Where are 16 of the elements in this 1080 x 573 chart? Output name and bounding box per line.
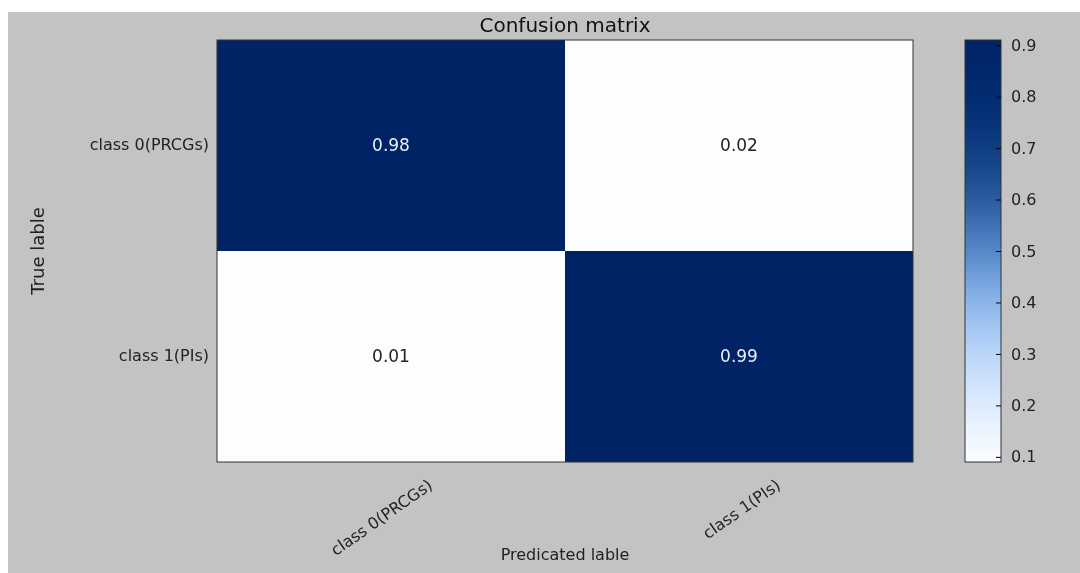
color-bar-label: 0.1 xyxy=(1011,447,1037,467)
color-bar-label: 0.8 xyxy=(1011,87,1037,107)
data-label: 0.01 xyxy=(372,345,410,366)
data-label: 0.02 xyxy=(720,134,758,155)
y-axis-title: True lable xyxy=(27,207,48,296)
color-bar-label: 0.7 xyxy=(1011,138,1037,158)
color-bar-label: 0.9 xyxy=(1011,35,1037,55)
x-axis-title: Predicated lable xyxy=(500,545,630,564)
data-label: 0.98 xyxy=(372,134,410,155)
color-bar-label: 0.6 xyxy=(1011,190,1037,210)
color-bar-label: 0.2 xyxy=(1011,396,1037,416)
color-bar-label: 0.3 xyxy=(1011,344,1037,364)
color-bar-label: 0.4 xyxy=(1011,293,1037,313)
color-bar-label: 0.5 xyxy=(1011,241,1037,261)
data-label: 0.99 xyxy=(720,345,758,366)
chart-title: Confusion matrix xyxy=(479,13,651,37)
